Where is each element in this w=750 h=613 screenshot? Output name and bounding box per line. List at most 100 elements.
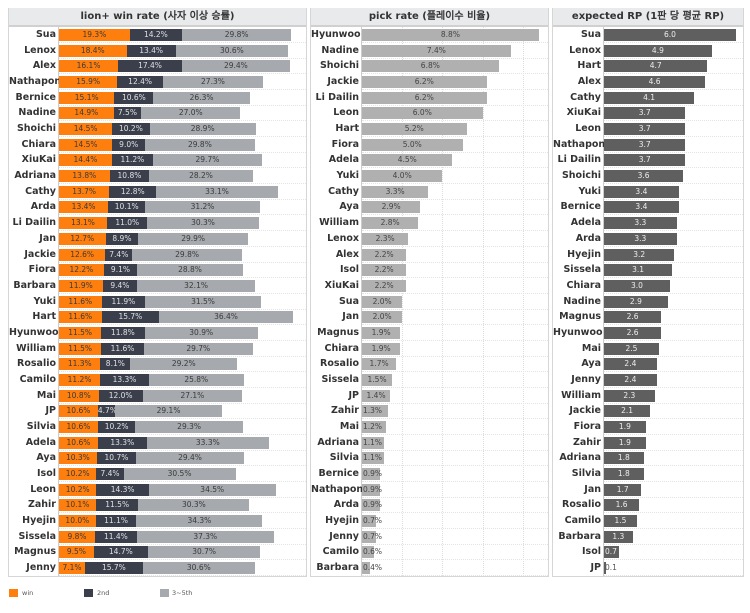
category-label: Jackie [327, 76, 359, 88]
row-divider [362, 543, 548, 545]
category-label: Li Dailin [557, 154, 601, 166]
bar-2nd: 13.4% [126, 44, 176, 57]
row-divider [362, 465, 548, 467]
row-divider [59, 167, 306, 169]
bar-2nd: 14.7% [93, 546, 148, 559]
bar-win: 12.6% [59, 248, 106, 261]
bar-35th: 33.1% [156, 185, 278, 198]
bar-win: 10.8% [59, 389, 99, 402]
category-label: Aya [339, 201, 359, 213]
row-divider [59, 308, 306, 310]
bar: 1.9% [362, 326, 401, 339]
row-divider [59, 402, 306, 404]
bar: 2.2% [362, 248, 407, 261]
bar: 0.7 [604, 546, 620, 559]
bar-win: 13.8% [59, 170, 110, 183]
bar-35th: 29.3% [135, 421, 243, 433]
category-label: Leon [30, 483, 56, 495]
category-label: Hyunwoo [311, 29, 361, 40]
bar-2nd: 15.7% [101, 311, 160, 324]
bar-35th: 27.0% [141, 107, 241, 120]
category-label: Bernice [560, 201, 601, 213]
row-divider [604, 481, 743, 483]
bar-2nd: 8.1% [100, 358, 131, 371]
row-divider [59, 136, 306, 138]
row-divider [362, 57, 548, 59]
category-label: Camilo [322, 546, 359, 558]
bar: 3.3 [604, 232, 677, 245]
bar-2nd: 4.7% [97, 405, 117, 418]
bar: 6.0% [362, 107, 483, 120]
category-label: William [561, 389, 601, 401]
bar: 2.4 [604, 373, 657, 386]
bar: 2.3% [362, 232, 409, 245]
bar: 1.5 [604, 515, 637, 528]
category-label: Alex [32, 60, 56, 72]
bar: 2.5 [604, 342, 659, 355]
category-label: Adriana [317, 436, 359, 448]
bar-win: 18.4% [59, 44, 127, 57]
row-divider [604, 292, 743, 294]
row-divider [362, 230, 548, 232]
bar: 1.3 [604, 530, 633, 543]
bar: 6.8% [362, 60, 499, 73]
bar-2nd: 11.8% [101, 326, 145, 339]
row-divider [604, 496, 743, 498]
category-label: Barbara [13, 279, 56, 291]
bar-35th: 29.8% [145, 138, 255, 151]
category-label: Cathy [570, 91, 601, 103]
category-label: Adriana [559, 452, 601, 464]
bar: 3.4 [604, 201, 679, 214]
bar-35th: 30.6% [142, 562, 255, 575]
bar-2nd: 13.3% [100, 373, 149, 386]
bar-35th: 30.3% [138, 499, 250, 512]
row-divider [604, 528, 743, 530]
category-label: Jenny [329, 530, 359, 542]
category-label: Cathy [25, 185, 56, 197]
bar: 1.1% [362, 436, 385, 449]
category-label: Rosalio [320, 358, 359, 370]
row-divider [362, 214, 548, 216]
row-divider [59, 496, 306, 498]
row-divider [604, 465, 743, 467]
bar-35th: 29.4% [181, 60, 290, 73]
row-divider [362, 528, 548, 530]
row-divider [604, 386, 743, 388]
row-divider [604, 277, 743, 279]
row-divider [604, 449, 743, 451]
bar: 4.7 [604, 60, 708, 73]
category-label: Zahir [330, 405, 359, 417]
row-divider [59, 104, 306, 106]
bar: 3.7 [604, 107, 686, 120]
row-divider [59, 512, 306, 514]
category-label: Jan [39, 232, 56, 244]
row-divider [59, 339, 306, 341]
bar-win: 11.9% [59, 279, 103, 292]
row-divider [362, 449, 548, 451]
category-label: Sua [580, 29, 601, 40]
row-divider [604, 308, 743, 310]
category-label: Sissela [321, 373, 359, 385]
bar: 2.4 [604, 358, 657, 371]
bar-win: 12.7% [59, 232, 106, 245]
category-label: Jackie [24, 248, 56, 260]
bar: 2.2% [362, 279, 407, 292]
row-divider [362, 324, 548, 326]
row-divider [604, 57, 743, 59]
bar: 3.4 [604, 185, 679, 198]
bar: 1.2% [362, 421, 387, 433]
row-divider [362, 245, 548, 247]
row-divider [604, 73, 743, 75]
category-label: Jan [584, 483, 601, 495]
bar-win: 14.5% [59, 123, 113, 136]
bar: 3.1 [604, 264, 673, 277]
category-label: Adela [25, 436, 56, 448]
bar-2nd: 7.4% [105, 248, 133, 261]
category-label: Silvia [329, 452, 359, 464]
category-label: Rosalio [562, 499, 601, 511]
bar-2nd: 11.4% [94, 530, 137, 543]
category-label: Fiora [331, 138, 359, 150]
bar: 2.9 [604, 295, 668, 308]
category-label: Rosalio [17, 358, 56, 370]
row-divider [59, 183, 306, 185]
